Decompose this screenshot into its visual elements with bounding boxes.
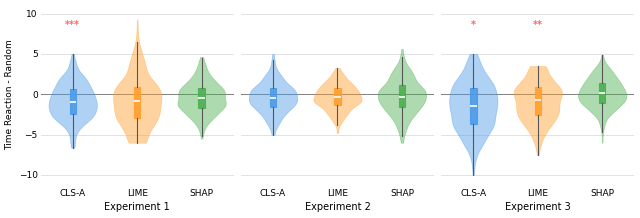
PathPatch shape (134, 87, 140, 118)
PathPatch shape (470, 88, 477, 124)
Text: *: * (471, 20, 476, 30)
PathPatch shape (599, 83, 605, 103)
X-axis label: Experiment 3: Experiment 3 (505, 203, 571, 213)
PathPatch shape (399, 85, 405, 107)
PathPatch shape (70, 89, 76, 114)
PathPatch shape (270, 88, 276, 107)
X-axis label: Experiment 2: Experiment 2 (305, 203, 371, 213)
Text: **: ** (532, 20, 543, 30)
Text: ***: *** (65, 20, 80, 30)
PathPatch shape (334, 88, 340, 105)
X-axis label: Experiment 1: Experiment 1 (104, 203, 170, 213)
PathPatch shape (534, 87, 541, 115)
PathPatch shape (198, 87, 205, 107)
Y-axis label: Time Reaction - Random: Time Reaction - Random (6, 39, 15, 150)
